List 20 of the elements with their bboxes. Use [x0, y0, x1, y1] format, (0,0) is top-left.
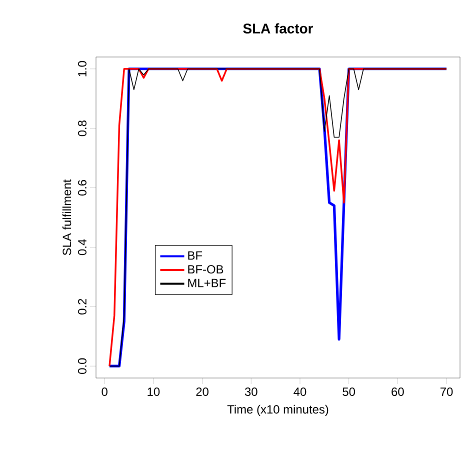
legend-label: BF-OB: [188, 265, 224, 274]
x-tick-label: 60: [392, 388, 404, 396]
x-tick-label: 0: [102, 388, 108, 396]
chart-title: SLA factor: [243, 23, 314, 34]
y-axis-title: SLA fulfillment: [62, 179, 72, 256]
x-tick-label: 30: [244, 388, 258, 396]
y-tick-label: 0.0: [78, 358, 86, 374]
x-axis-title: Time (x10 minutes): [227, 404, 328, 416]
y-tick-label: 0.2: [78, 298, 86, 315]
x-tick-label: 50: [342, 388, 356, 396]
x-tick-label: 20: [196, 388, 208, 396]
y-tick-label: 1.0: [78, 61, 86, 76]
legend-label: BF: [188, 251, 202, 260]
legend-label: ML+BF: [188, 278, 226, 288]
x-tick-label: 40: [294, 388, 306, 396]
y-tick-label: 0.6: [78, 180, 86, 196]
x-tick-label: 70: [440, 388, 453, 396]
y-tick-label: 0.4: [78, 239, 86, 256]
x-tick-label: 10: [148, 388, 160, 396]
y-tick-label: 0.8: [78, 120, 86, 136]
